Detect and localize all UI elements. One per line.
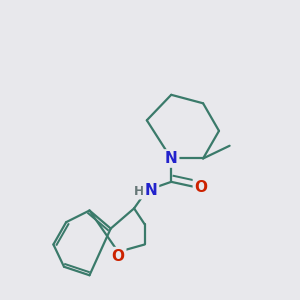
Text: N: N [145, 183, 158, 198]
Text: O: O [194, 180, 208, 195]
Text: O: O [112, 249, 125, 264]
Text: H: H [134, 185, 145, 198]
Text: N: N [165, 151, 178, 166]
